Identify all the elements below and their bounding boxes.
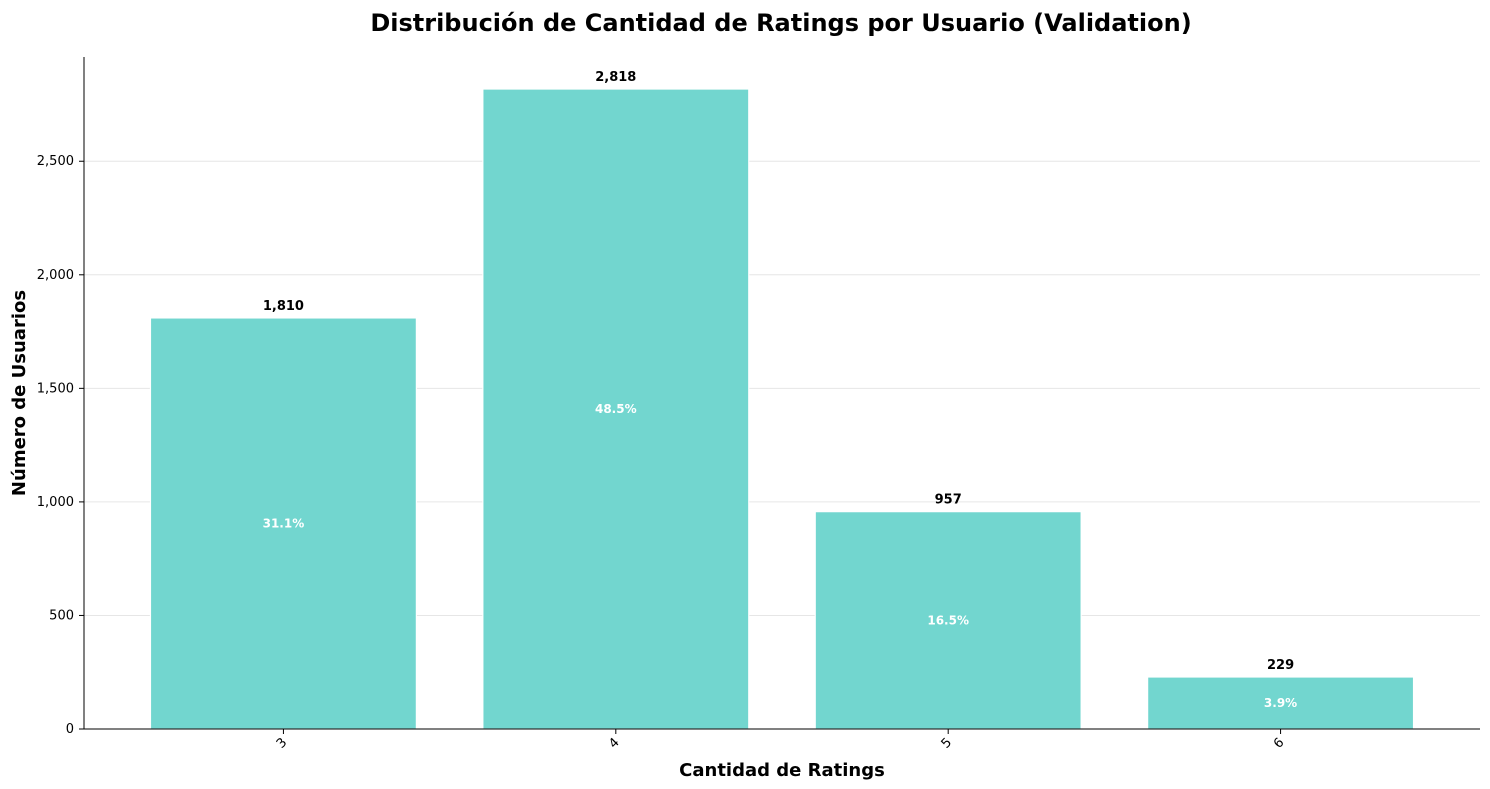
y-axis-ticks: 0 500 1,000 1,500 2,000 2,500 <box>37 154 84 737</box>
y-tick-label: 1,000 <box>37 495 74 510</box>
y-tick-label: 2,000 <box>37 268 74 283</box>
bar <box>149 317 417 730</box>
bar <box>814 511 1082 730</box>
x-axis-ticks: 3 4 5 6 <box>274 729 1287 752</box>
bar <box>1147 676 1415 730</box>
bar-labels: 1,810 31.1% 2,818 48.5% 957 16.5% 229 3.9% <box>263 70 1298 710</box>
bar-value-label: 2,818 <box>595 70 636 85</box>
bar-percent-label: 48.5% <box>595 402 637 416</box>
y-tick-label: 500 <box>49 608 74 623</box>
x-tick-label: 6 <box>1271 735 1287 751</box>
bars <box>149 88 1415 730</box>
bar <box>482 88 750 730</box>
bar-percent-label: 16.5% <box>927 613 969 627</box>
bar-value-label: 1,810 <box>263 299 304 314</box>
y-tick-label: 2,500 <box>37 154 74 169</box>
x-axis-label: Cantidad de Ratings <box>679 760 885 781</box>
x-tick-label: 5 <box>939 735 955 751</box>
y-tick-label: 0 <box>66 722 74 737</box>
y-tick-label: 1,500 <box>37 381 74 396</box>
bar-percent-label: 3.9% <box>1264 696 1297 710</box>
y-axis-label: Número de Usuarios <box>9 290 30 496</box>
bar-percent-label: 31.1% <box>263 516 305 530</box>
x-tick-label: 3 <box>274 735 290 751</box>
axes <box>83 57 1480 730</box>
x-tick-label: 4 <box>606 735 622 751</box>
bar-value-label: 957 <box>935 493 962 508</box>
chart-title: Distribución de Cantidad de Ratings por … <box>370 9 1191 37</box>
bar-value-label: 229 <box>1267 658 1294 673</box>
